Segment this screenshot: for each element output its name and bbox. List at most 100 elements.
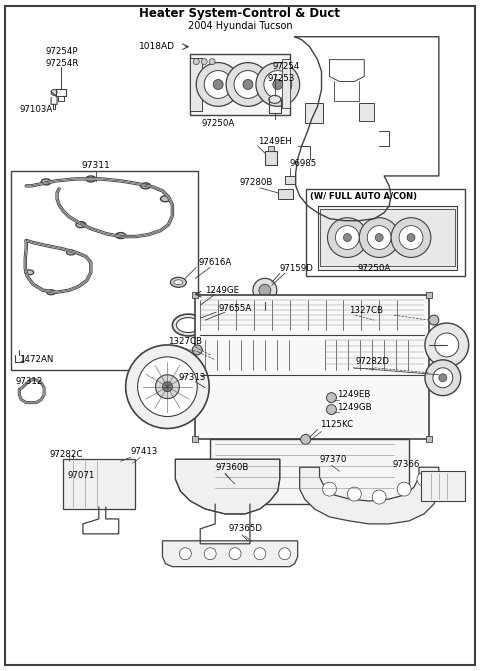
Circle shape [425,323,468,367]
Ellipse shape [170,277,186,287]
Text: 97250A: 97250A [202,119,235,127]
Text: 97159D: 97159D [280,264,313,273]
Ellipse shape [116,233,126,239]
Circle shape [343,234,351,242]
Text: (W/ FULL AUTO A/CON): (W/ FULL AUTO A/CON) [310,193,417,201]
Circle shape [234,70,262,99]
Text: 97254P: 97254P [45,47,78,56]
Text: 97071: 97071 [67,470,95,480]
Ellipse shape [269,95,281,103]
Text: 97253: 97253 [268,74,295,83]
Bar [285,176,295,184]
Bar [192,436,198,442]
Text: 97313: 97313 [179,373,206,382]
Text: 97250A: 97250A [358,264,391,273]
Circle shape [229,548,241,560]
Ellipse shape [41,179,51,185]
Text: 1125KC: 1125KC [320,420,353,429]
Text: 97616A: 97616A [198,258,231,267]
Text: 97365D: 97365D [228,524,262,533]
Bar [318,206,457,270]
Circle shape [323,482,336,496]
Circle shape [397,482,411,496]
Circle shape [213,79,223,89]
Text: 1327CB: 1327CB [349,306,384,315]
Bar [195,295,429,440]
Circle shape [193,58,199,64]
Bar [426,293,432,298]
Bar [265,151,277,165]
Circle shape [425,360,461,396]
Circle shape [259,285,271,296]
Circle shape [336,225,360,250]
Text: 1249GE: 1249GE [205,286,240,295]
Circle shape [209,58,215,64]
Circle shape [433,368,453,388]
Bar [278,189,293,199]
Circle shape [407,234,415,242]
Text: 1018AD: 1018AD [139,42,175,51]
Ellipse shape [86,176,96,182]
Circle shape [327,217,367,258]
Circle shape [264,70,292,99]
Circle shape [439,374,447,382]
Circle shape [51,89,57,95]
Bar [360,103,374,121]
Bar [306,189,465,276]
Text: 97254R: 97254R [45,59,79,68]
Text: 1472AN: 1472AN [19,356,54,364]
Circle shape [326,393,336,403]
Text: 1249EB: 1249EB [337,390,371,399]
Ellipse shape [172,314,204,336]
Text: 97655A: 97655A [218,304,252,313]
Bar [258,310,272,318]
Text: 97282D: 97282D [355,358,389,366]
Bar [421,471,465,501]
Text: 1249GB: 1249GB [337,403,372,412]
Text: 97370: 97370 [320,455,347,464]
Text: 97254: 97254 [273,62,300,71]
Circle shape [243,79,253,89]
Ellipse shape [47,290,56,295]
Circle shape [375,234,383,242]
Circle shape [126,345,209,429]
Circle shape [180,548,192,560]
Text: 97311: 97311 [82,162,110,170]
Text: Heater System-Control & Duct: Heater System-Control & Duct [140,7,340,20]
Text: 1327CB: 1327CB [168,338,203,346]
Text: 2004 Hyundai Tucson: 2004 Hyundai Tucson [188,21,292,31]
Circle shape [226,62,270,106]
Circle shape [273,79,283,89]
Circle shape [204,70,232,99]
Circle shape [162,382,172,392]
Ellipse shape [67,250,75,255]
Text: 97366: 97366 [392,460,420,469]
Circle shape [360,217,399,258]
Circle shape [256,62,300,106]
Polygon shape [300,467,439,524]
Polygon shape [162,541,298,566]
Circle shape [348,487,361,501]
Ellipse shape [76,221,86,227]
Text: 97360B: 97360B [215,463,249,472]
Text: 97413: 97413 [131,447,158,456]
Ellipse shape [174,280,183,285]
Ellipse shape [25,270,34,275]
Ellipse shape [176,317,200,333]
Circle shape [201,58,207,64]
Circle shape [417,472,431,486]
Circle shape [372,490,386,504]
Polygon shape [175,459,280,514]
Ellipse shape [141,183,151,189]
Circle shape [204,548,216,560]
Bar [268,146,274,151]
Bar [426,436,432,442]
Circle shape [367,225,391,250]
Circle shape [138,357,197,417]
Bar [190,58,202,111]
Circle shape [435,333,459,357]
Text: 1249EH: 1249EH [258,137,292,146]
Bar [12,171,198,370]
Bar [305,103,323,123]
Circle shape [391,217,431,258]
